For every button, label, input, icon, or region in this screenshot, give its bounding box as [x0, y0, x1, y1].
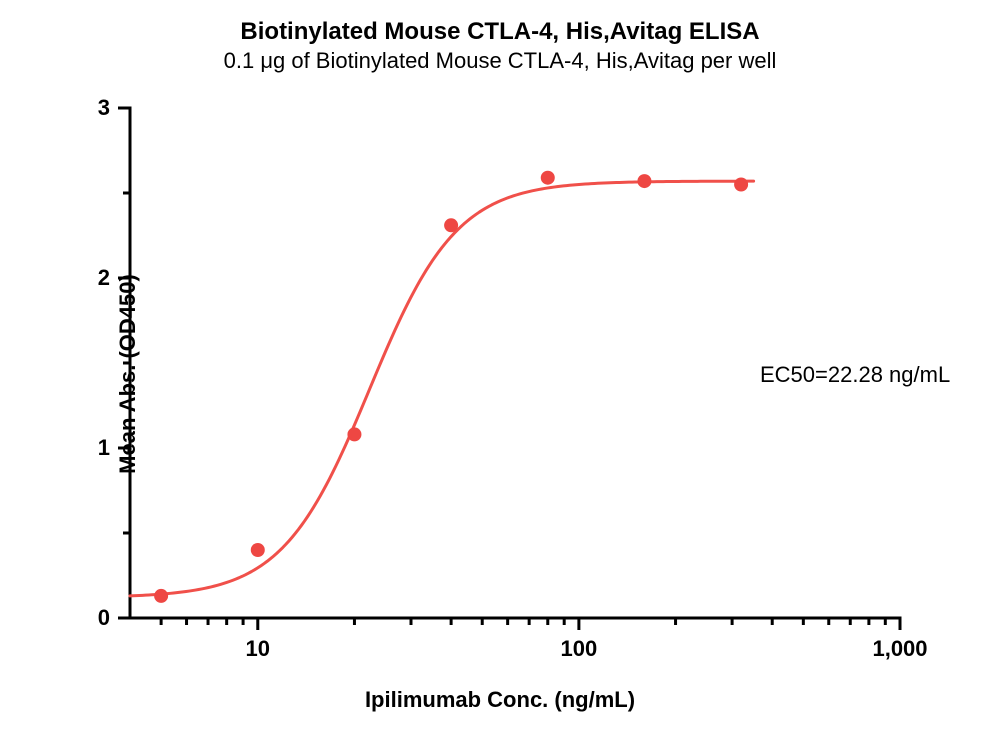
tick-label: 1 [98, 435, 110, 461]
tick-label: 10 [246, 636, 270, 662]
tick-label: 2 [98, 265, 110, 291]
tick-label: 3 [98, 95, 110, 121]
tick-label: 1,000 [872, 636, 927, 662]
tick-label: 100 [561, 636, 598, 662]
chart-container: Biotinylated Mouse CTLA-4, His,Avitag EL… [0, 0, 1000, 747]
plot-svg [0, 0, 1000, 747]
tick-label: 0 [98, 605, 110, 631]
